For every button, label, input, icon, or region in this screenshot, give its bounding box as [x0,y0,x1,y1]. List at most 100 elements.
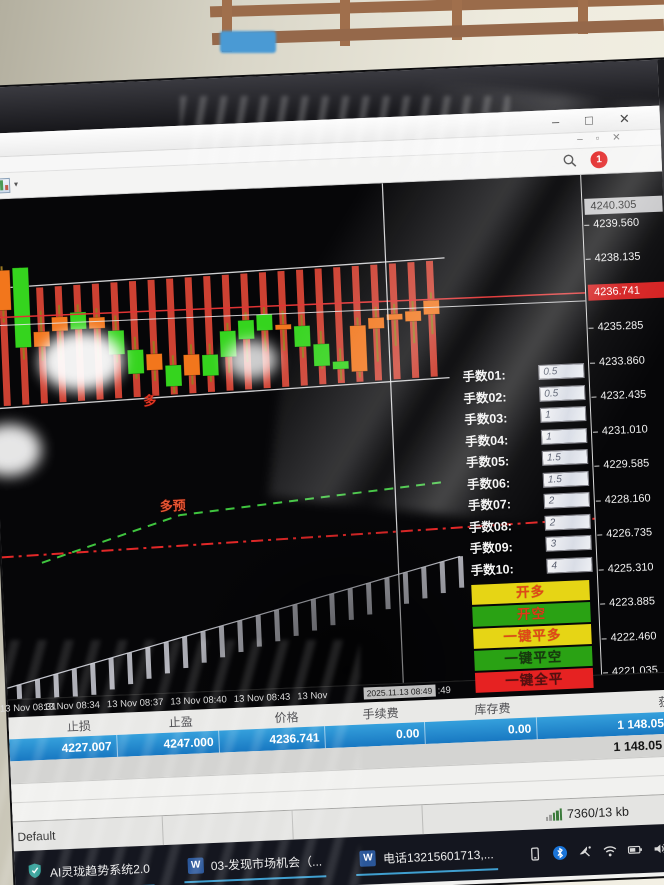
time-axis-label: 13 Nov 08:34 [43,699,101,713]
chart-area: 多 多预 4240.305 4236.741 4239.560 4238.135 4… [0,171,664,700]
lot-row: 手数10: 4 [470,554,593,578]
time-axis-label: 13 Nov 08:37 [106,696,164,711]
taskbar-app-label: 03-发现市场机会（... [210,853,323,873]
signal-bar [184,277,197,394]
price-tick: 4222.460 [600,628,664,645]
candle-body [332,360,350,370]
traffic-text: 7360/13 kb [566,804,630,821]
candle-wick [281,310,286,351]
time-axis-label: 13 Nov 08:43 [233,691,291,705]
candle-body [293,325,312,348]
lower-band-line [0,376,450,410]
candle-body [145,353,164,371]
window-frame-post [340,0,350,46]
window-frame-post [578,0,588,34]
lot-input[interactable]: 1.5 [542,470,590,488]
signal-bar [0,289,11,407]
close-short-button[interactable]: 一键平空 [473,645,593,671]
current-price-line [0,292,586,319]
window-frame-post [222,0,232,52]
status-cell [292,805,424,840]
search-icon[interactable] [562,153,578,174]
candle-body [386,313,403,321]
lot-input[interactable]: 1.5 [541,448,589,466]
satellite-dish-icon[interactable] [577,844,593,860]
word-icon: W [187,857,205,875]
child-restore-button[interactable]: ▫ [595,133,600,145]
candle-body [255,313,274,331]
lot-input[interactable]: 2 [544,513,591,531]
minimize-button[interactable]: – [551,113,560,130]
open-short-button[interactable]: 开空 [472,601,591,627]
lot-input[interactable]: 2 [543,491,591,509]
maximize-button[interactable]: □ [584,112,594,128]
close-button[interactable]: ✕ [618,110,631,127]
glare-blob [39,331,124,392]
notification-badge[interactable]: 1 [590,150,608,169]
lot-input[interactable]: 1 [539,405,587,423]
histogram-bar [145,647,152,679]
candle-body [33,331,51,348]
usb-phone-icon[interactable] [527,846,543,862]
lot-input[interactable]: 1 [540,427,588,445]
lot-label: 手数07: [467,497,512,514]
word-icon: W [359,850,377,867]
candle-body [183,353,201,376]
histogram-bar [71,668,79,700]
candle-body [126,349,145,375]
candle-body [51,316,69,332]
candle-body [349,324,368,373]
lot-label: 手数08: [468,518,513,535]
volume-icon[interactable] [652,840,664,856]
price-tick: 4228.160 [595,490,664,507]
chart-window-icon[interactable] [0,177,11,194]
candle-wick [393,303,397,346]
lot-row: 手数03: 1 [464,404,587,428]
lot-label: 手数06: [466,475,511,492]
lot-row: 手数07: 2 [467,490,591,514]
wifi-icon[interactable] [602,843,618,859]
lot-row: 手数09: 3 [469,533,592,557]
toolbar: 1 [0,145,663,200]
child-close-button[interactable]: ✕ [612,132,621,144]
current-price-box: 4236.741 [587,281,664,301]
histogram-bar [16,684,23,700]
price-high-box: 4240.305 [584,195,663,215]
candle-body [0,269,12,311]
battery-icon[interactable] [627,842,643,858]
lot-label: 手数05: [465,454,510,471]
lot-input[interactable]: 0.5 [538,384,586,402]
candle-body [312,343,331,367]
window-frame-post [452,0,462,40]
close-all-button[interactable]: 一键全平 [474,667,594,693]
histogram-bar [90,663,97,695]
crosshair-horizontal [0,300,586,327]
taskbar-app[interactable]: W 03-发现市场机会（... [183,847,327,883]
lot-row: 手数08: 2 [468,511,591,535]
price-tick: 4238.135 [584,249,664,266]
open-long-button[interactable]: 开多 [471,579,590,605]
histogram-bar [108,657,115,690]
long-forecast-label: 多预 [159,498,187,515]
taskbar-app[interactable]: W 电话13215601713,... [355,840,499,876]
lot-row: 手数01: 0.5 [462,361,585,385]
candle-body [164,364,183,387]
bluetooth-icon[interactable] [552,845,568,861]
close-long-button[interactable]: 一键平多 [473,623,592,649]
lot-input[interactable]: 4 [546,556,593,574]
candle-wick [374,306,379,362]
window-frame-top [209,0,664,18]
taskbar-app[interactable]: AI灵珑趋势系统2.0 [22,853,155,885]
crosshair-date-tooltip: 2025.11.13 08:49 [363,684,436,700]
lot-input[interactable]: 0.5 [538,363,585,380]
child-minimize-button[interactable]: – [576,133,583,146]
shield-icon [26,862,43,884]
price-tick: 4225.310 [597,559,664,576]
blue-object-on-sill [220,31,276,53]
histogram-bar [163,641,170,674]
chart-plot[interactable]: 多 多预 [0,175,602,700]
price-tick: 4226.735 [596,524,664,541]
lot-row: 手数06: 1.5 [467,468,590,492]
lot-input[interactable]: 3 [545,534,592,552]
candle-body [88,316,106,330]
